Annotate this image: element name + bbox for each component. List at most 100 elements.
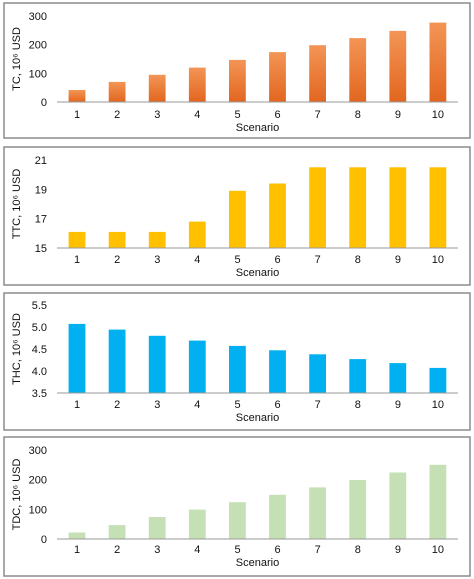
- ttc-x-tick-label: 1: [74, 254, 80, 266]
- tc-bar: [309, 45, 326, 102]
- tc-bar: [389, 30, 407, 102]
- tdc-y-tick-label: 0: [41, 534, 47, 546]
- tc-x-tick-label: 5: [234, 109, 240, 121]
- ttc-x-tick-label: 4: [194, 254, 200, 266]
- tc-x-tick-label: 4: [194, 109, 200, 121]
- thc-bar: [269, 350, 286, 393]
- thc-y-tick-label: 4.5: [32, 344, 47, 356]
- tc-bar: [188, 67, 206, 102]
- thc-x-tick-label: 7: [315, 399, 321, 411]
- tdc-bar: [429, 464, 447, 539]
- tdc-x-tick-label: 1: [74, 544, 80, 556]
- tdc-chart: 0 100 200 300 1 2 3 4 5 6 7 8 9 10 Scenario TDC, 10⁶ US…: [3, 436, 471, 577]
- tc-bar: [349, 38, 367, 102]
- tdc-x-tick-label: 5: [234, 544, 240, 556]
- ttc-bar: [309, 167, 326, 248]
- ttc-x-tick-label: 5: [234, 254, 240, 266]
- thc-bar: [148, 335, 166, 393]
- tdc-x-tick-label: 3: [154, 544, 160, 556]
- ttc-x-tick-label: 9: [395, 254, 401, 266]
- tc-y-tick-label: 100: [29, 68, 47, 80]
- tc-y-tick-label: 300: [29, 11, 47, 23]
- thc-bar: [349, 359, 367, 393]
- tc-x-tick-label: 3: [154, 109, 160, 121]
- tdc-x-tick-label: 4: [194, 544, 200, 556]
- thc-y-tick-label: 5.0: [32, 322, 47, 334]
- tdc-y-axis-title: TDC, 10⁶ USD: [11, 459, 23, 531]
- thc-x-tick-label: 5: [234, 399, 240, 411]
- tdc-bar: [188, 509, 206, 539]
- tc-x-tick-label: 2: [114, 109, 120, 121]
- ttc-bar: [269, 183, 286, 248]
- ttc-bar: [389, 167, 407, 248]
- tc-x-tick-label: 10: [432, 109, 444, 121]
- ttc-x-tick-label: 2: [114, 254, 120, 266]
- tdc-bar: [269, 494, 286, 539]
- ttc-y-tick-label: 19: [35, 184, 47, 196]
- tdc-bar: [148, 517, 166, 539]
- ttc-y-tick-label: 17: [35, 214, 47, 226]
- tc-y-tick-label: 0: [41, 97, 47, 109]
- thc-y-tick-label: 4.0: [32, 366, 47, 378]
- ttc-y-axis-title: TTC, 10⁶ USD: [11, 169, 23, 240]
- tdc-x-tick-label: 6: [275, 544, 281, 556]
- ttc-bar: [429, 167, 447, 248]
- thc-y-tick-label: 3.5: [32, 388, 47, 400]
- tdc-bar: [108, 525, 126, 539]
- ttc-bar: [148, 231, 166, 248]
- thc-bar: [389, 363, 407, 393]
- tc-bar: [68, 90, 86, 102]
- tc-bar: [229, 59, 246, 102]
- thc-x-tick-label: 2: [114, 399, 120, 411]
- tdc-y-tick-label: 200: [29, 475, 47, 487]
- thc-x-tick-label: 3: [154, 399, 160, 411]
- ttc-x-axis-title: Scenario: [236, 267, 279, 279]
- thc-bar: [309, 354, 326, 393]
- tdc-bar: [68, 532, 86, 539]
- ttc-bar: [108, 231, 126, 248]
- tc-x-axis-title: Scenario: [236, 122, 279, 134]
- tc-y-axis-title: TC, 10⁶ USD: [11, 27, 23, 91]
- tc-bar: [269, 52, 286, 102]
- ttc-bar: [68, 231, 86, 248]
- tdc-x-tick-label: 7: [315, 544, 321, 556]
- tdc-x-tick-label: 2: [114, 544, 120, 556]
- tdc-bar: [309, 487, 326, 539]
- tc-bar: [148, 74, 166, 102]
- thc-x-tick-label: 6: [275, 399, 281, 411]
- ttc-bar: [188, 221, 206, 248]
- thc-bar: [188, 340, 206, 393]
- thc-chart: 3.5 4.0 4.5 5.0 5.5 1 2 3 4 5 6 7 8 9 10 Scenario THC, 1…: [3, 292, 471, 431]
- ttc-x-tick-label: 7: [315, 254, 321, 266]
- ttc-y-tick-label: 21: [35, 155, 47, 167]
- ttc-x-tick-label: 8: [355, 254, 361, 266]
- tc-bar: [429, 22, 447, 103]
- thc-y-tick-label: 5.5: [32, 300, 47, 312]
- tdc-x-tick-label: 9: [395, 544, 401, 556]
- tc-chart: 0 100 200 300 1 2 3 4 5 6 7 8 9 10 Scenario TC, 10⁶ USD: [3, 2, 471, 139]
- thc-bar: [68, 323, 86, 393]
- tc-x-tick-label: 9: [395, 109, 401, 121]
- tc-bar: [108, 81, 126, 102]
- thc-x-axis-title: Scenario: [236, 412, 279, 424]
- thc-bar: [429, 367, 447, 393]
- tc-x-tick-label: 1: [74, 109, 80, 121]
- thc-bar: [108, 329, 126, 393]
- tdc-bar: [349, 480, 367, 539]
- thc-bar: [229, 345, 246, 393]
- tdc-y-tick-label: 300: [29, 445, 47, 457]
- tdc-x-tick-label: 10: [432, 544, 444, 556]
- tc-x-tick-label: 7: [315, 109, 321, 121]
- ttc-x-tick-label: 3: [154, 254, 160, 266]
- tdc-x-axis-title: Scenario: [236, 557, 279, 569]
- thc-x-tick-label: 8: [355, 399, 361, 411]
- ttc-bar: [349, 167, 367, 248]
- thc-x-tick-label: 9: [395, 399, 401, 411]
- ttc-x-tick-label: 10: [432, 254, 444, 266]
- tdc-x-tick-label: 8: [355, 544, 361, 556]
- thc-x-tick-label: 4: [194, 399, 200, 411]
- tdc-bar: [229, 502, 246, 539]
- tc-x-tick-label: 6: [275, 109, 281, 121]
- thc-x-tick-label: 10: [432, 399, 444, 411]
